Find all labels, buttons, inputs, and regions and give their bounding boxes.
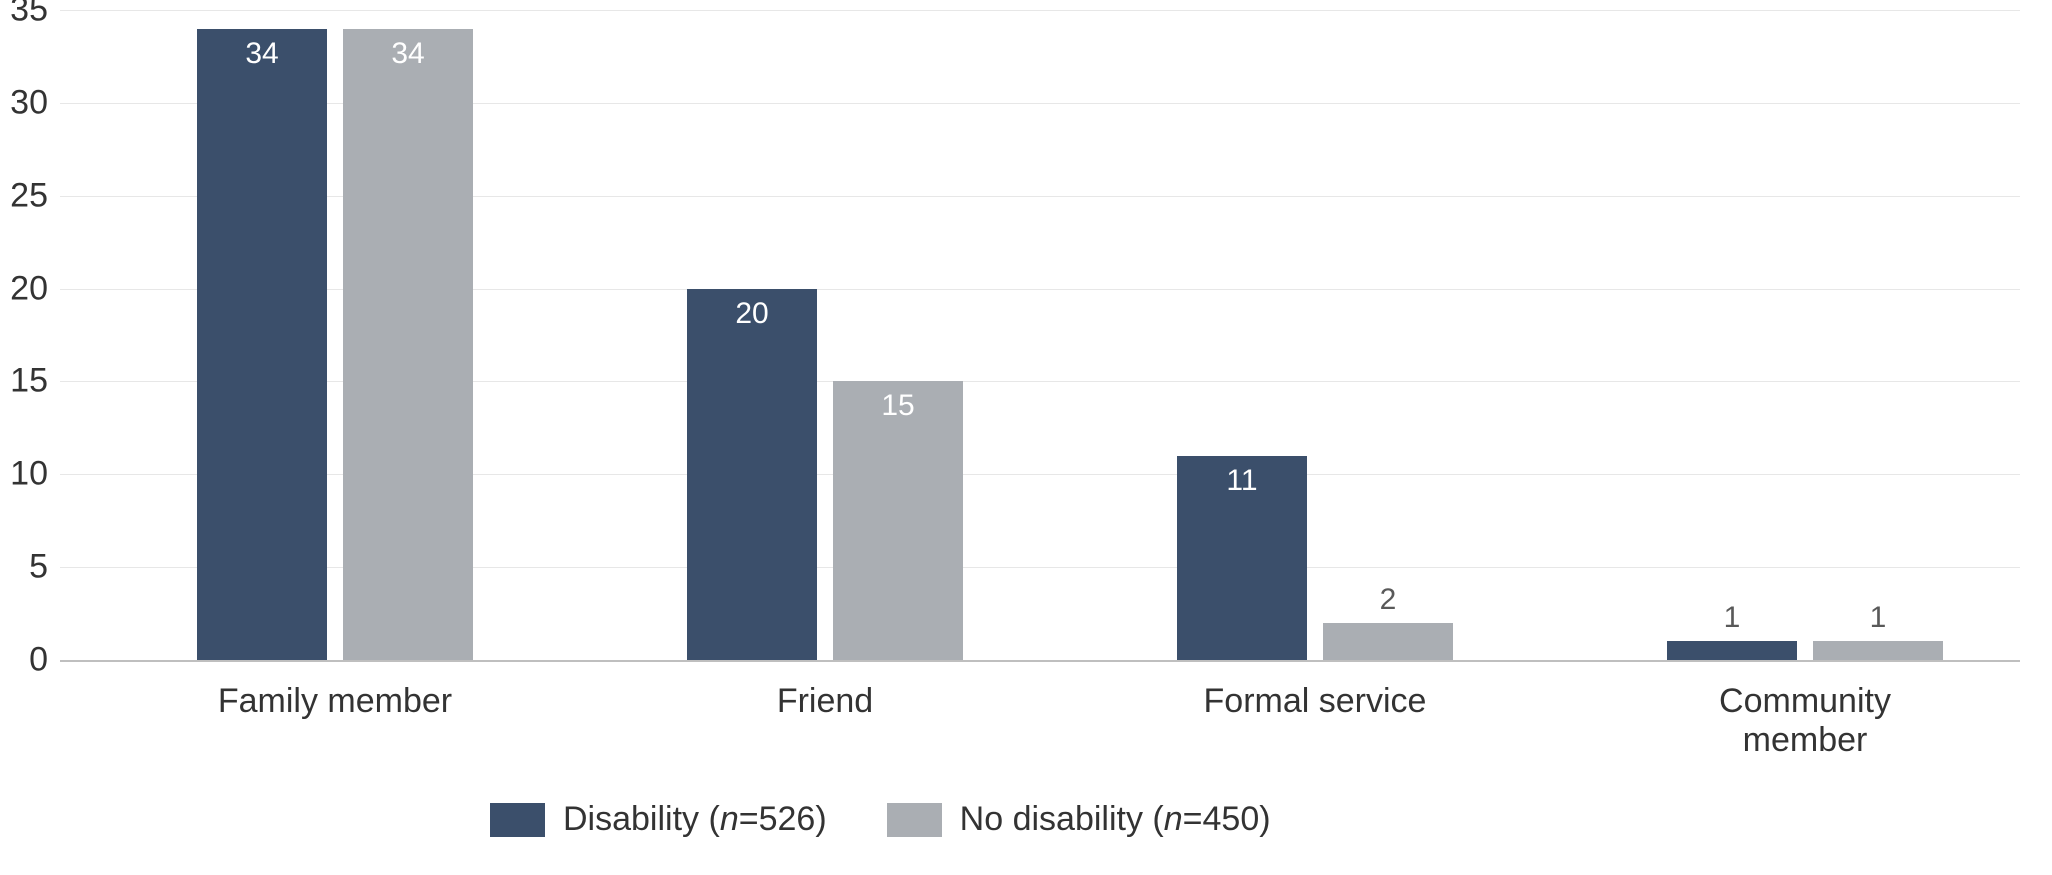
- y-tick-label: 20: [10, 269, 60, 308]
- legend-swatch: [887, 803, 942, 837]
- bar-value-label: 2: [1323, 583, 1453, 617]
- bar-no_disability: 34: [343, 29, 473, 660]
- bar-disability: 1: [1667, 641, 1797, 660]
- bar-value-label: 11: [1177, 464, 1307, 498]
- category-label: Formal service: [1070, 682, 1560, 721]
- bar-disability: 11: [1177, 456, 1307, 660]
- bar-value-label: 34: [343, 37, 473, 71]
- y-tick-label: 35: [10, 0, 60, 30]
- bar-value-label: 34: [197, 37, 327, 71]
- bar-disability: 20: [687, 289, 817, 660]
- bar-value-label: 1: [1667, 601, 1797, 635]
- y-tick-label: 10: [10, 455, 60, 494]
- category-label: Communitymember: [1560, 682, 2050, 760]
- bar-no_disability: 1: [1813, 641, 1943, 660]
- category-label: Friend: [580, 682, 1070, 721]
- category-label: Family member: [90, 682, 580, 721]
- bar-value-label: 1: [1813, 601, 1943, 635]
- legend-label: Disability (n=526): [563, 800, 827, 839]
- bar-value-label: 20: [687, 297, 817, 331]
- legend-label: No disability (n=450): [960, 800, 1271, 839]
- y-tick-label: 15: [10, 362, 60, 401]
- gridline: [60, 10, 2020, 11]
- x-axis-baseline: [60, 660, 2020, 662]
- legend-swatch: [490, 803, 545, 837]
- bar-no_disability: 2: [1323, 623, 1453, 660]
- bar-value-label: 15: [833, 389, 963, 423]
- y-tick-label: 5: [29, 548, 60, 587]
- grouped-bar-chart: 0 5 10 15 20 25 30 35 34 34 Family member 20 15 Frien…: [0, 0, 2052, 875]
- y-tick-label: 30: [10, 83, 60, 122]
- legend-item-disability: Disability (n=526): [490, 800, 827, 839]
- legend-item-no_disability: No disability (n=450): [887, 800, 1271, 839]
- legend: Disability (n=526) No disability (n=450): [490, 800, 1271, 839]
- bar-disability: 34: [197, 29, 327, 660]
- bar-no_disability: 15: [833, 381, 963, 660]
- y-tick-label: 0: [29, 641, 60, 680]
- plot-area: 051015202530353434Family member2015Frien…: [60, 10, 2020, 660]
- y-tick-label: 25: [10, 176, 60, 215]
